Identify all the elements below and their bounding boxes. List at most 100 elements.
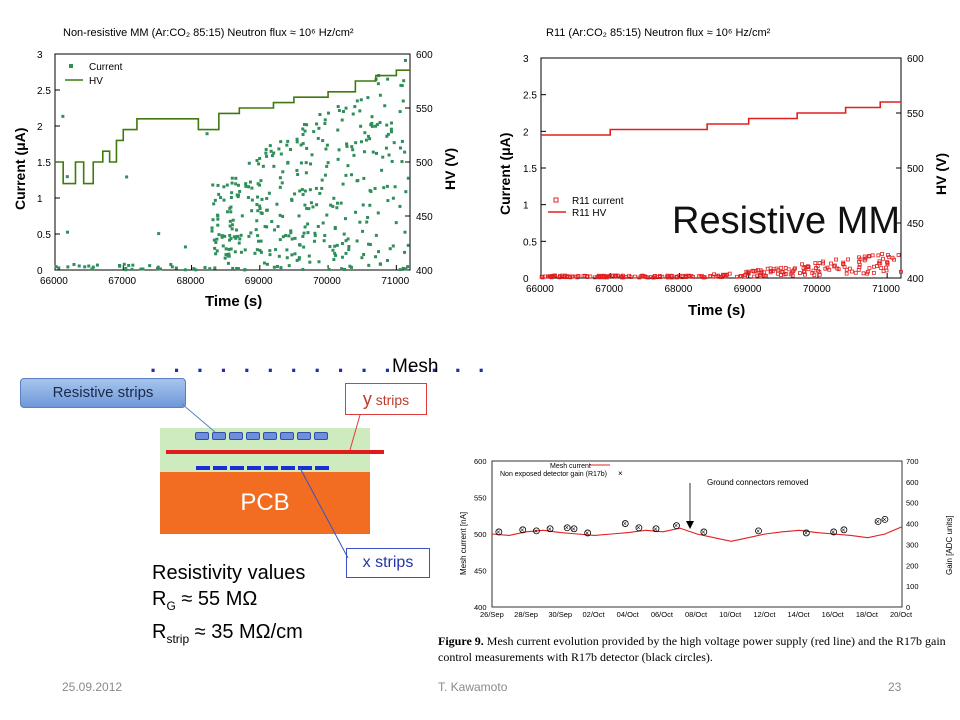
resistive-strips-callout: Resistive strips [20,378,186,408]
current-point [227,247,231,251]
x-strip [315,466,329,470]
y2-tick-label: 550 [907,109,924,120]
current-point [313,234,317,238]
current-point [301,132,305,136]
current-point [349,173,353,177]
current-point [323,118,327,122]
current-point [307,254,311,258]
current-point [384,146,388,150]
r11-current-point [820,259,825,264]
r11-current-point [863,256,868,261]
current-point [336,105,340,109]
current-point [374,255,378,259]
current-point [284,233,288,237]
current-point [344,239,348,243]
y2-tick-label: 600 [907,54,924,65]
gain-point-cross: × [623,521,627,528]
resistive-strip [229,432,243,440]
current-point [253,251,257,255]
current-point [378,262,382,266]
current-point [95,263,99,267]
current-point [362,252,366,256]
r11-current-point [599,273,604,278]
current-point [298,243,302,247]
r11-current-point [812,273,817,278]
r11-current-point [834,257,838,262]
chart2-plot-frame [540,57,902,279]
nonresistive-chart: Non-resistive MM (Ar:CO₂ 85:15) Neutron … [5,0,460,320]
current-point [214,252,218,256]
current-point [230,191,234,195]
current-point [317,126,321,130]
y-tick-label: 3 [37,50,43,61]
current-point [222,198,226,202]
current-point [229,237,233,241]
y-tick-label: 1 [37,194,43,205]
current-point [258,204,262,208]
current-point [238,189,242,193]
current-point [221,244,225,248]
current-point [170,265,174,269]
current-point [403,150,407,154]
current-point [249,231,253,235]
current-point [217,192,221,196]
current-point [267,191,271,195]
current-point [376,211,380,215]
y-tick-label: 0 [523,274,529,285]
y-tick-label: 1.5 [523,164,537,175]
current-point [321,221,325,225]
r11-current-point [719,275,723,279]
r11-current-point [884,268,889,273]
figure-caption: Figure 9. Mesh current evolution provide… [438,633,958,665]
current-point [375,151,379,155]
r11-current-point [857,262,862,267]
current-point [285,143,289,147]
x-strip [213,466,227,470]
current-point [158,267,162,271]
current-point [259,211,263,215]
current-point [399,83,403,87]
r11-current-point [652,274,657,278]
current-point [370,115,374,119]
current-point [286,161,290,165]
current-point [302,245,306,249]
current-point [333,244,337,248]
gain-point [563,524,571,532]
figure-number: Figure 9. [438,634,484,648]
r11-current-point [746,269,751,274]
current-point [378,121,382,125]
current-point [256,195,260,199]
current-point [406,176,410,180]
current-point [213,246,217,250]
current-point [328,245,332,249]
x-tick-label: 71000 [381,276,409,287]
current-point [311,205,315,209]
r11-current-point [802,270,806,275]
resistivity-values: Resistivity values RG ≈ 55 MΩ Rstrip ≈ 3… [152,560,305,652]
current-point [226,254,230,258]
current-point [227,238,231,242]
current-point [293,236,297,240]
gain-point [519,526,527,534]
current-point [341,182,345,186]
r11-current-point [885,260,889,264]
y2-tick-label: 450 [416,212,433,223]
chart3-y2label: Gain [ADC units] [945,515,954,575]
y-tick-label: 1 [523,201,529,212]
current-point [385,134,389,138]
chart2-legend-current-marker [553,197,559,203]
current-point [270,154,274,158]
current-point [277,147,281,151]
current-point [240,214,244,218]
r11-current-point [836,267,841,272]
r11-current-point [832,264,837,269]
current-point [354,210,358,214]
y2-tick-label: 200 [906,561,919,570]
current-point [169,262,173,266]
current-point [299,161,303,165]
current-point [321,139,325,143]
current-point [352,153,356,157]
y2-tick-label: 600 [906,478,919,487]
r11-current-point [765,266,770,271]
current-point [243,268,247,272]
